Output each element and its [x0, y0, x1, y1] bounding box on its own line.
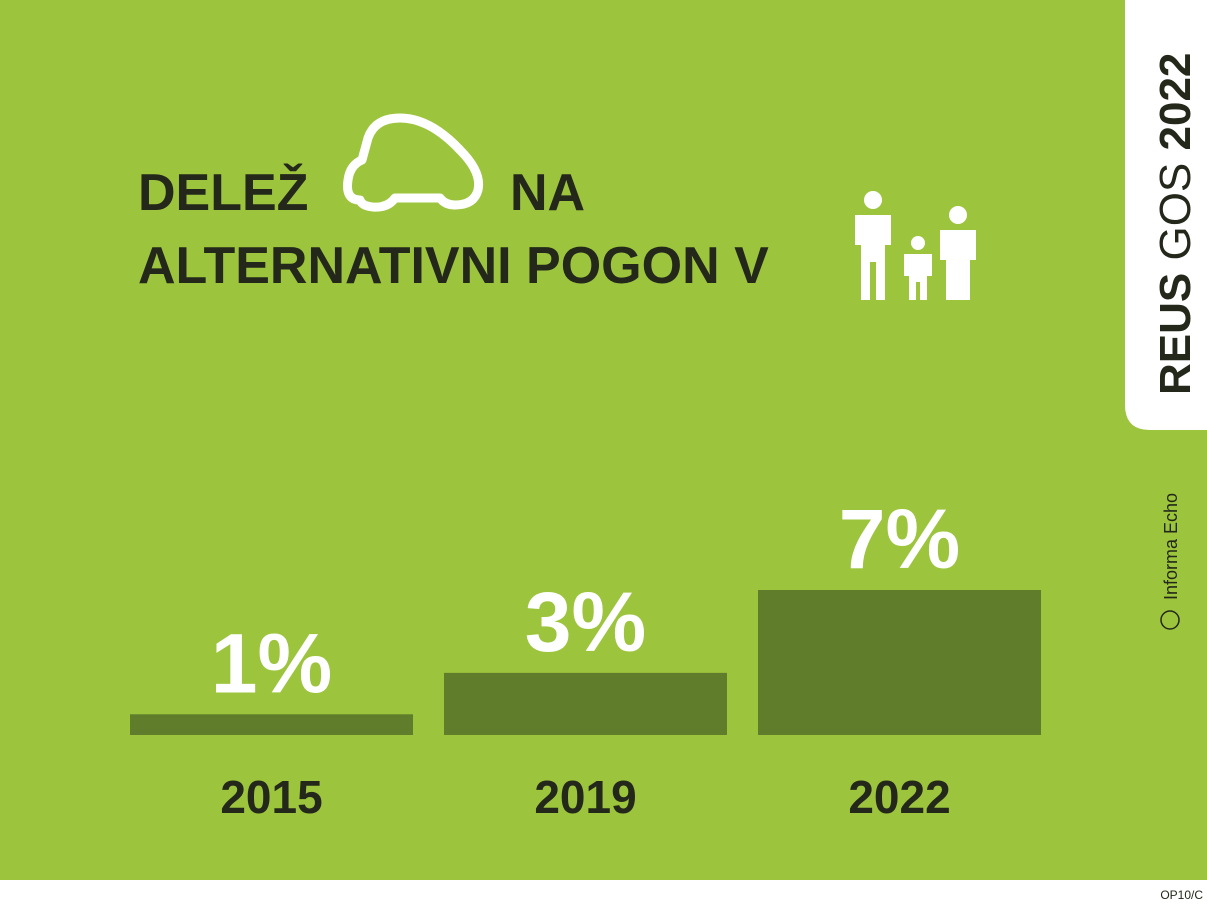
- value-label: 7%: [839, 492, 960, 586]
- x-tick-label: 2015: [220, 771, 322, 823]
- title-part: NA: [510, 164, 585, 222]
- title-part: DELEŽ: [138, 163, 308, 222]
- code: OP10/C: [1160, 888, 1203, 902]
- side-title-part: REUS: [1151, 273, 1200, 395]
- source: Informa Echo: [1161, 493, 1181, 600]
- source-logo: [1160, 610, 1180, 630]
- background: [0, 0, 1207, 880]
- car-icon: [343, 113, 484, 212]
- x-tick-label: 2019: [534, 771, 636, 823]
- bar: [130, 714, 413, 735]
- title-part: ALTERNATIVNI POGON V: [138, 237, 769, 295]
- value-label: 1%: [211, 616, 332, 710]
- side-title-part: 2022: [1151, 53, 1200, 151]
- value-label: 3%: [525, 575, 646, 669]
- side-title-part: GOS: [1151, 163, 1200, 261]
- bar: [758, 590, 1041, 735]
- family-icon: [855, 191, 976, 300]
- bar: [444, 672, 727, 735]
- side-title: REUS GOS 2022: [1151, 53, 1200, 395]
- side-tab: [1125, 0, 1207, 430]
- x-tick-label: 2022: [848, 771, 950, 823]
